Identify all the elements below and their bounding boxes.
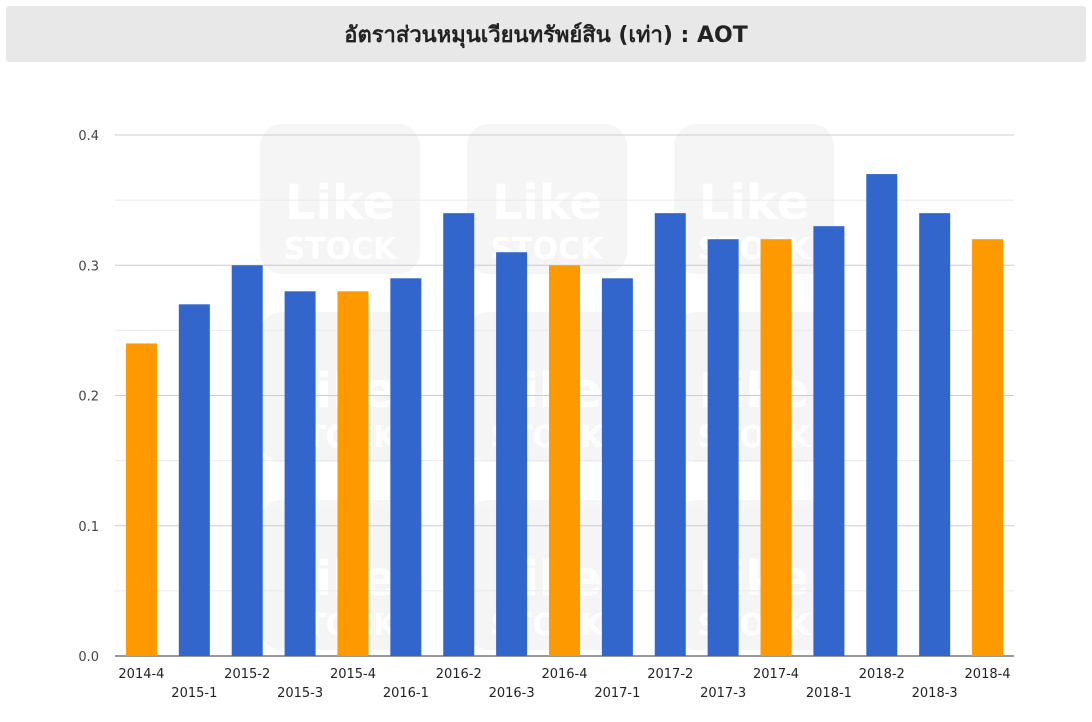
bar-2018-4[interactable] [972,239,1004,656]
x-tick-label: 2015-2 [224,667,270,682]
y-tick-label: 0.0 [78,650,99,665]
x-tick-label: 2015-1 [171,686,217,701]
x-tick-label: 2018-4 [965,667,1011,682]
y-tick-label: 0.3 [78,259,99,274]
bar-2015-1[interactable] [178,304,210,656]
x-tick-label: 2016-4 [541,667,587,682]
watermark-line1: Like [699,175,809,231]
x-tick-label: 2017-1 [594,686,640,701]
bar-2017-4[interactable] [760,239,792,656]
y-tick-label: 0.1 [78,520,99,535]
bar-2015-3[interactable] [284,291,316,656]
watermark-line2: STOCK [284,232,399,267]
bar-2018-1[interactable] [813,226,845,657]
x-tick-label: 2018-1 [806,686,852,701]
bar-2017-2[interactable] [654,213,686,656]
bar-2018-3[interactable] [919,213,951,656]
x-axis: 2014-4 2015-1 2015-2 2015-3 2015-4 2016-1 2016… [118,667,1010,701]
watermark-line1: Like [492,175,602,231]
x-tick-label: 2017-3 [700,686,746,701]
x-tick-label: 2018-3 [912,686,958,701]
x-tick-label: 2014-4 [118,667,164,682]
bar-2016-2[interactable] [443,213,475,656]
x-tick-label: 2015-4 [330,667,376,682]
bar-2016-1[interactable] [390,278,422,656]
grid-lines [115,134,1014,657]
watermark-line1: Like [285,175,395,231]
bar-2015-2[interactable] [231,265,263,656]
x-tick-label: 2016-1 [383,686,429,701]
x-tick-label: 2016-2 [436,667,482,682]
chart-title-bar: อัตราส่วนหมุนเวียนทรัพย์สิน (เท่า) : AOT [6,6,1086,62]
y-tick-label: 0.2 [78,390,99,405]
bar-2016-3[interactable] [496,252,528,656]
x-tick-label: 2018-2 [859,667,905,682]
bar-2017-3[interactable] [707,239,739,656]
y-tick-label: 0.4 [78,129,99,144]
bar-2014-4[interactable] [125,343,157,656]
x-tick-label: 2017-2 [647,667,693,682]
x-tick-label: 2017-4 [753,667,799,682]
bar-2015-4[interactable] [337,291,369,656]
bar-2017-1[interactable] [601,278,633,656]
y-axis: 0.0 0.1 0.2 0.3 0.4 [78,129,99,665]
bar-2016-4[interactable] [549,265,580,656]
bar-series [125,174,1004,657]
bar-2018-2[interactable] [866,174,898,656]
x-tick-label: 2015-3 [277,686,323,701]
x-tick-label: 2016-3 [489,686,535,701]
chart-title: อัตราส่วนหมุนเวียนทรัพย์สิน (เท่า) : AOT [344,22,748,48]
